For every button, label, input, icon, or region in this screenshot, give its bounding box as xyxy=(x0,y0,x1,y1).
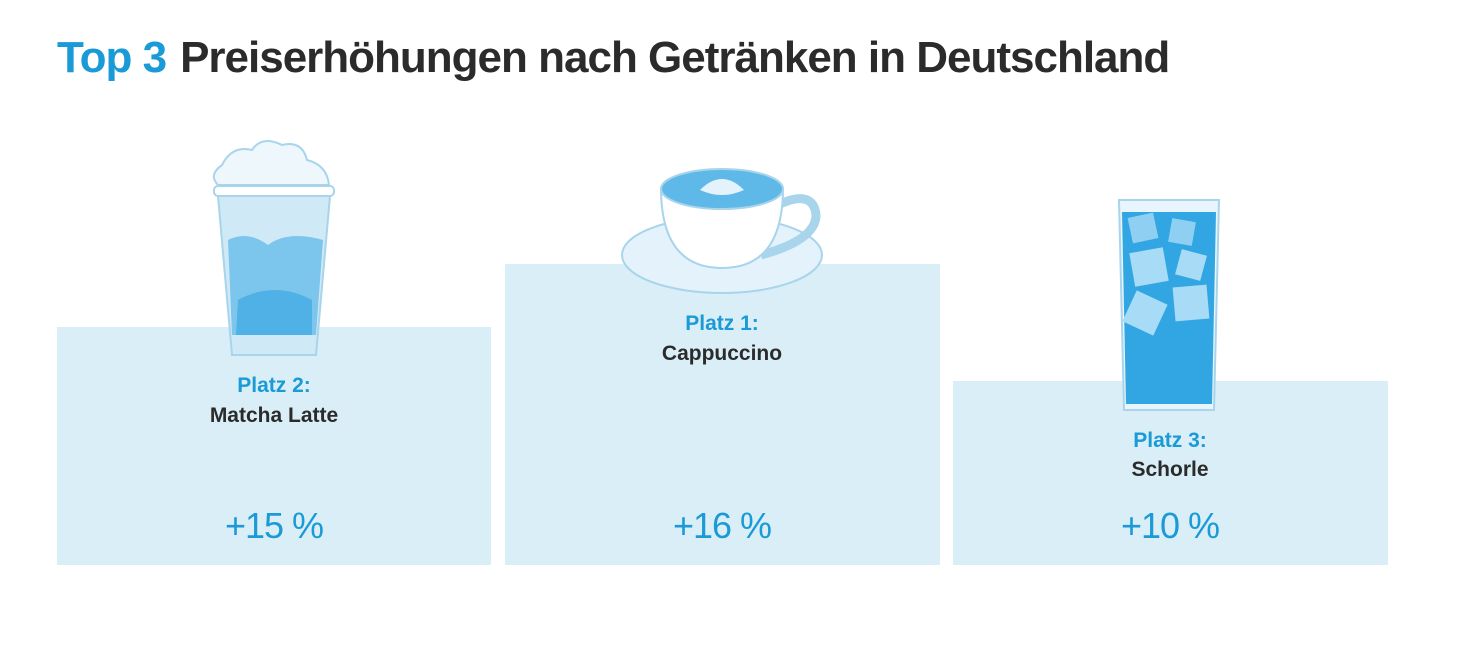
price-change: +16 % xyxy=(673,505,771,546)
podium-block xyxy=(953,381,1388,565)
place-label: Platz 1: xyxy=(685,312,759,335)
drink-name: Cappuccino xyxy=(662,342,782,365)
cappuccino-icon xyxy=(621,168,823,294)
place-label: Platz 3: xyxy=(1133,429,1207,452)
drink-name: Schorle xyxy=(1131,458,1208,481)
podium-block xyxy=(505,264,940,565)
price-change: +15 % xyxy=(225,505,323,546)
podium-block xyxy=(57,327,491,565)
drink-name: Matcha Latte xyxy=(210,404,338,427)
price-change: +10 % xyxy=(1121,505,1219,546)
schorle-icon xyxy=(1117,199,1221,411)
page-title: Top 3 Preiserhöhungen nach Getränken in D… xyxy=(57,33,1169,82)
title-highlight: Top 3 xyxy=(57,33,166,82)
place-label: Platz 2: xyxy=(237,374,311,397)
title-text: Preiserhöhungen nach Getränken in Deutsc… xyxy=(180,33,1169,82)
matcha-latte-icon xyxy=(212,140,335,356)
